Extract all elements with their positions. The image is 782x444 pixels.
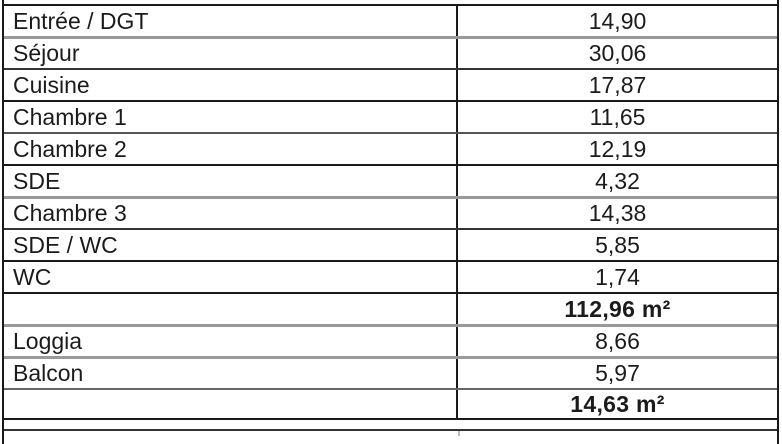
room-name-cell: Loggia <box>4 327 458 356</box>
subtotal-main-value: 112,96 m² <box>564 295 671 322</box>
room-name-cell <box>4 390 458 418</box>
room-name-cell: Chambre 2 <box>4 134 458 164</box>
table-row-cuisine: Cuisine 17,87 <box>4 68 777 100</box>
area-value-cell: 12,19 <box>588 135 647 162</box>
area-value-cell: 5,97 <box>595 360 640 386</box>
faint-column-divider <box>458 431 460 436</box>
area-value-cell: 14,90 <box>588 7 647 34</box>
table-row-subtotal-main: 112,96 m² <box>4 292 777 324</box>
area-value-cell: 1,74 <box>595 263 640 290</box>
table-row-entree: Entrée / DGT 14,90 <box>4 4 777 36</box>
area-value-cell: 4,32 <box>595 167 640 194</box>
area-value-cell: 14,38 <box>588 200 647 226</box>
table-row-balcon: Balcon 5,97 <box>4 356 777 388</box>
room-name-cell: Chambre 3 <box>4 199 458 228</box>
room-name-cell: Chambre 1 <box>4 102 458 132</box>
area-value-cell: 11,65 <box>589 103 646 130</box>
room-name-cell: Cuisine <box>4 70 458 100</box>
area-value-cell: 30,06 <box>588 40 647 66</box>
room-name-cell: Séjour <box>4 39 458 68</box>
table-row-partial-cutoff <box>4 429 777 444</box>
table-row-sde-wc: SDE / WC 5,85 <box>4 228 777 260</box>
table-row-loggia: Loggia 8,66 <box>4 324 777 356</box>
subtotal-annex-value: 14,63 m² <box>570 390 665 417</box>
room-name-cell: Entrée / DGT <box>4 6 458 36</box>
room-name-cell: WC <box>4 262 458 292</box>
room-name-cell: Balcon <box>4 359 458 388</box>
table-spacer-band <box>4 418 777 429</box>
table-row-wc: WC 1,74 <box>4 260 777 292</box>
table-row-subtotal-annex: 14,63 m² <box>4 388 777 418</box>
table-row-chambre3: Chambre 3 14,38 <box>4 196 777 228</box>
room-name-cell: SDE / WC <box>4 230 458 260</box>
table-row-chambre2: Chambre 2 12,19 <box>4 132 777 164</box>
area-value-cell: 17,87 <box>588 71 647 98</box>
area-value-cell: 8,66 <box>595 328 640 354</box>
table-row-chambre1: Chambre 1 11,65 <box>4 100 777 132</box>
room-name-cell: SDE <box>4 166 458 196</box>
table-row-sejour: Séjour 30,06 <box>4 36 777 68</box>
area-value-cell: 5,85 <box>595 231 640 258</box>
table-row-sde: SDE 4,32 <box>4 164 777 196</box>
room-name-cell <box>4 294 458 324</box>
